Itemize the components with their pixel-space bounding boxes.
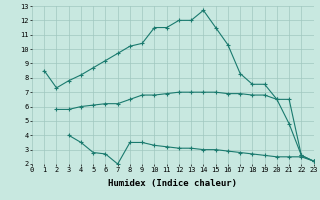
X-axis label: Humidex (Indice chaleur): Humidex (Indice chaleur) xyxy=(108,179,237,188)
